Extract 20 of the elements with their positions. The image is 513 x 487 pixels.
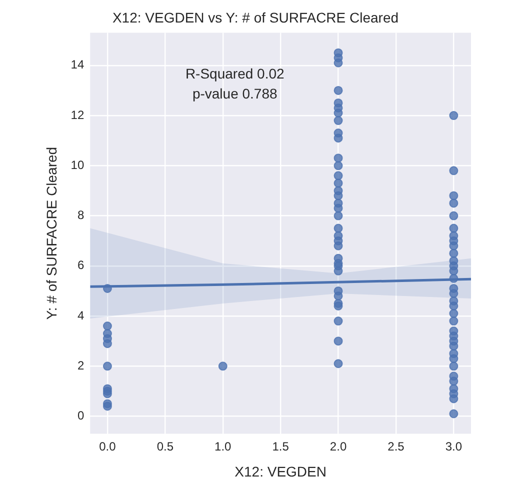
y-axis-title: Y: # of SURFACRE Cleared [43,146,60,320]
y-tick-label: 12 [70,108,84,122]
x-tick-label: 1.5 [272,439,290,454]
y-tick-label: 4 [77,308,84,322]
x-tick-label: 3.0 [445,439,462,454]
x-tick-label: 0.5 [156,439,174,454]
y-tick-label: 10 [70,158,84,172]
annotation: p-value 0.788 [192,86,278,102]
annotation: R-Squared 0.02 [185,66,285,82]
x-tick-label: 2.5 [388,439,405,454]
y-tick-label: 2 [77,358,84,372]
x-axis-title: X12: VEGDEN [234,463,326,480]
x-tick-label: 2.0 [330,439,347,454]
y-tick-label: 14 [70,58,84,72]
y-tick-label: 6 [77,258,84,272]
chart-title: X12: VEGDEN vs Y: # of SURFACRE Cleared [112,9,399,26]
x-tick-label: 1.0 [214,439,232,454]
y-tick-label: 8 [77,208,84,222]
x-tick-label: 0.0 [99,439,116,454]
y-tick-label: 0 [77,408,84,423]
